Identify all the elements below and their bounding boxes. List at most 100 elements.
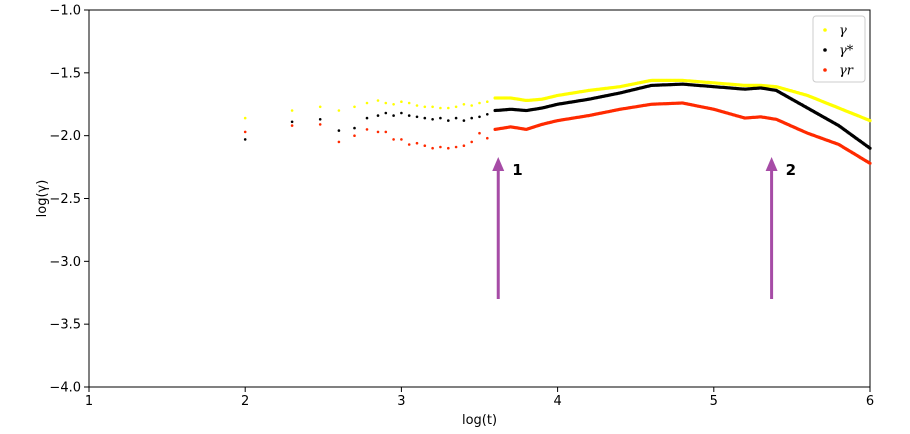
data-point xyxy=(423,105,427,109)
legend-marker xyxy=(823,68,827,72)
data-point xyxy=(337,140,341,144)
data-point xyxy=(407,114,411,117)
data-point xyxy=(454,116,458,120)
data-point xyxy=(337,129,341,132)
data-point xyxy=(415,141,419,145)
data-point xyxy=(423,116,427,120)
data-point xyxy=(439,116,442,120)
data-point xyxy=(478,115,481,119)
series-2 xyxy=(243,82,872,150)
data-point xyxy=(365,116,369,120)
x-tick-label: 6 xyxy=(866,394,874,409)
data-point xyxy=(384,130,388,134)
plot-area xyxy=(88,9,871,388)
data-point xyxy=(353,105,356,109)
data-point xyxy=(447,146,450,150)
data-point xyxy=(407,101,411,105)
y-tick-label: −4.0 xyxy=(49,381,81,396)
data-point xyxy=(243,138,247,141)
data-point xyxy=(243,130,247,134)
data-point xyxy=(439,106,442,110)
data-point xyxy=(407,143,411,146)
series-layer xyxy=(243,78,872,165)
x-tick-label: 4 xyxy=(553,394,561,409)
annotation-label: 1 xyxy=(512,161,522,179)
data-point xyxy=(447,119,450,122)
data-point xyxy=(392,114,395,117)
legend-label: γr xyxy=(839,64,854,79)
data-point xyxy=(415,115,419,119)
data-point xyxy=(290,120,294,124)
curve-point xyxy=(868,119,872,123)
x-tick-label: 2 xyxy=(241,394,249,409)
x-tick-label: 1 xyxy=(85,394,93,409)
data-point xyxy=(392,138,395,141)
data-point xyxy=(470,104,474,107)
data-point xyxy=(470,140,474,144)
legend-marker xyxy=(823,28,827,32)
data-point xyxy=(423,144,427,147)
arrow-head xyxy=(492,157,505,172)
data-point xyxy=(318,118,322,121)
annotation-arrow-2: 2 xyxy=(765,157,796,300)
data-point xyxy=(290,124,294,127)
series-3 xyxy=(243,101,872,165)
data-point xyxy=(290,109,294,112)
data-point xyxy=(478,131,481,135)
data-point xyxy=(486,100,489,103)
data-point xyxy=(447,106,450,110)
curve-point xyxy=(868,146,872,150)
data-point xyxy=(376,114,380,117)
x-tick-label: 5 xyxy=(710,394,718,409)
axis-ticks: 1 2 3 4 5 6−1.0−1.5−2.0−2.5−3.0−3.5−4.0 xyxy=(49,4,874,410)
data-point xyxy=(462,144,466,147)
data-point xyxy=(384,101,388,105)
data-point xyxy=(470,116,474,120)
legend-marker xyxy=(823,48,827,52)
y-tick-label: −1.5 xyxy=(49,66,81,81)
y-tick-label: −3.5 xyxy=(49,318,81,333)
y-tick-label: −2.0 xyxy=(49,129,81,144)
data-point xyxy=(392,103,395,106)
data-point xyxy=(462,119,466,122)
data-point xyxy=(431,146,434,150)
y-tick-label: −2.5 xyxy=(49,192,81,207)
annotation-label: 2 xyxy=(786,161,796,179)
data-point xyxy=(486,113,489,116)
data-point xyxy=(400,100,403,103)
data-point xyxy=(318,123,322,126)
legend: γ γ* γr xyxy=(812,15,866,83)
arrow-head xyxy=(765,157,778,172)
data-point xyxy=(431,118,434,121)
data-point xyxy=(376,99,380,102)
series-1 xyxy=(243,78,872,123)
data-point xyxy=(400,138,403,141)
data-point xyxy=(384,111,388,115)
data-point xyxy=(454,105,458,109)
data-point xyxy=(376,130,380,134)
y-tick-label: −1.0 xyxy=(49,4,81,19)
legend-box xyxy=(812,15,866,83)
y-tick-label: −3.0 xyxy=(49,255,81,270)
data-point xyxy=(243,116,247,120)
y-axis-label: log(γ) xyxy=(35,180,50,218)
annotation-arrow-1: 1 xyxy=(492,157,523,300)
data-point xyxy=(462,103,466,106)
data-point xyxy=(478,101,481,105)
data-point xyxy=(365,101,369,105)
data-point xyxy=(318,105,322,109)
x-tick-label: 3 xyxy=(397,394,405,409)
data-point xyxy=(365,128,369,131)
data-point xyxy=(400,111,403,115)
x-axis-label: log(t) xyxy=(462,413,497,428)
data-point xyxy=(431,105,434,109)
data-point xyxy=(353,126,356,130)
curve-point xyxy=(868,161,872,165)
legend-label: γ* xyxy=(839,44,854,59)
data-point xyxy=(337,109,341,112)
legend-label: γ xyxy=(839,24,847,39)
data-point xyxy=(486,136,489,140)
data-point xyxy=(353,134,356,137)
